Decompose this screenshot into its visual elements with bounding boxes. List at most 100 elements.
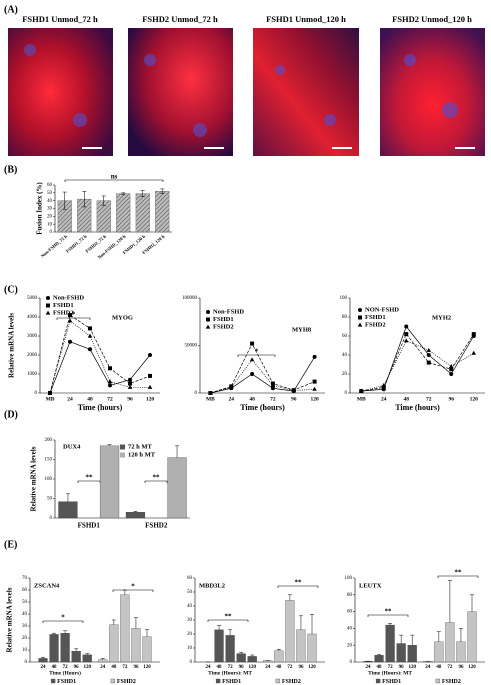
marker [205,324,211,329]
error-bar [41,656,45,659]
y-axis-label: Relative mRNA levels [8,313,16,378]
image-title: FSHD2 Unmod_120 h [392,14,472,24]
panel-label: (C) [4,284,18,295]
marker [381,385,386,390]
legend-label: FSHD2 [213,323,234,330]
marker [46,303,50,308]
marker [381,383,387,387]
x-tick-label: FSHD2 [145,522,168,530]
error-bar [107,444,112,446]
y-tick-label: 80 [347,593,353,598]
marker [270,383,276,387]
x-tick-label: 72 [287,665,293,670]
bar [120,594,130,663]
x-tick-label: 120 [408,665,416,670]
marker [358,315,362,320]
significance-label: * [61,614,65,622]
marker [358,308,362,312]
y-tick-label: 20 [342,372,348,377]
chart-title: MYH2 [432,314,451,321]
x-axis-label: Time (Hours) [49,669,81,676]
significance-label: ns [111,173,118,181]
x-axis-label: Time (Hours): MT [208,669,252,676]
y-tick-label: 100 [340,296,348,301]
significance-label: ** [295,579,303,587]
legend-label: 120 h MT [128,451,156,458]
bar [467,611,477,663]
marker [426,347,432,352]
x-tick-label: 48 [249,396,255,402]
marker [147,384,153,389]
legend-label: FSHD2 [117,679,136,685]
legend-swatch [110,678,116,684]
x-tick-label: MB [357,396,366,402]
y-tick-label: 10 [47,222,53,227]
marker [88,347,92,352]
marker [403,338,409,343]
x-tick-label: 48 [436,665,442,670]
y-tick-label: 200 [45,438,53,443]
marker [107,379,113,384]
significance-bracket [56,317,91,320]
x-tick-label: 72 [122,665,128,670]
x-tick-label: 72 [63,665,69,670]
error-bar [65,493,70,502]
error-bar [217,625,222,630]
legend-label: FSHD1 [222,679,241,685]
significance-bracket [64,179,164,182]
error-bar [388,623,393,626]
error-bar [175,445,180,458]
x-tick-label: 96 [74,665,80,670]
y-tick-label: 100 [345,576,353,581]
significance-label: ** [225,613,233,621]
micrograph [8,28,113,156]
legend-swatch [435,678,441,684]
y-axis-label: Fusion Index (%) [36,182,44,235]
y-tick-label: 40 [187,604,193,609]
significance-bracket [207,619,249,622]
bar [385,624,395,663]
y-tick-label: 0 [35,391,38,396]
significance-label: * [255,348,259,356]
x-tick-label: 120 [248,665,256,670]
x-axis-label: Time (hours) [78,403,123,412]
marker [68,313,72,318]
y-tick-label: 50 [47,191,53,196]
error-bar [239,651,244,654]
significance-bracket [367,614,409,617]
significance-label: * [131,583,135,591]
y-tick-label: 3000 [27,334,38,339]
marker [312,354,317,359]
marker [312,379,317,384]
x-tick-label: 48 [52,665,58,670]
bar [374,655,384,663]
marker [471,350,477,355]
x-tick-label: 96 [239,665,245,670]
micrographs [8,28,485,156]
error-bar [100,658,105,660]
marker [68,339,72,344]
y-tick-label: 60 [347,610,353,615]
y-tick-label: 2000 [27,353,38,358]
marker [228,384,234,389]
marker [148,373,152,378]
chart-title: MYH8 [292,326,312,333]
x-tick-label: 96 [298,665,304,670]
significance-label: ** [153,474,161,482]
y-tick-label: 50 [22,600,28,605]
y-tick-label: 0 [350,660,353,665]
error-bar [82,191,87,208]
significance-bracket [237,354,276,357]
marker [206,317,210,322]
marker [250,372,255,376]
error-bar [111,619,116,625]
x-axis-label: Time (hours) [240,403,285,412]
error-bar [287,594,292,601]
x-tick-label: 24 [41,665,47,670]
marker [312,386,317,391]
marker [128,377,132,382]
legend-label: NON-FSHD [365,306,399,313]
line [49,314,151,394]
x-tick-label: 120 [143,665,151,670]
y-tick-label: 0 [190,660,193,665]
